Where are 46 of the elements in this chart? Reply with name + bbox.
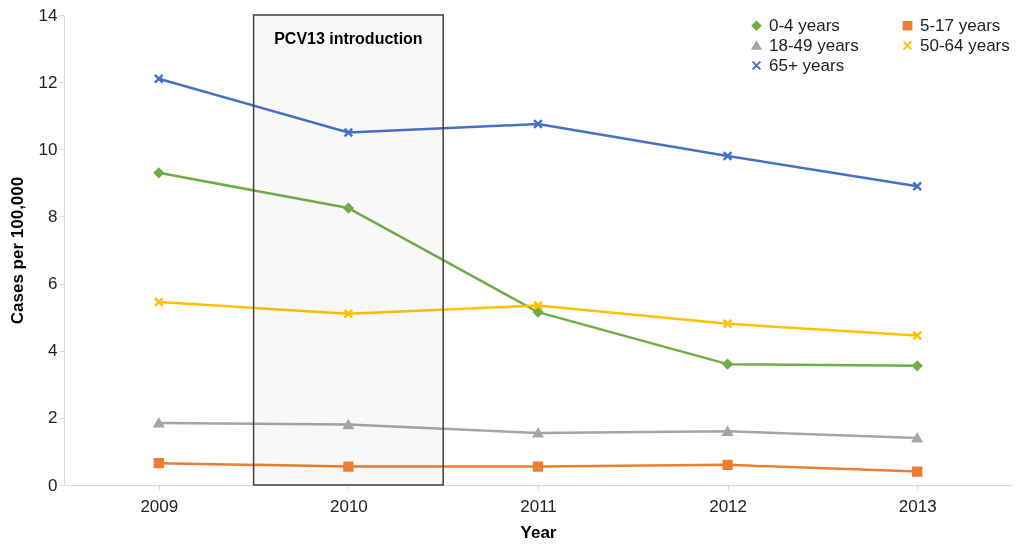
legend-label: 0-4 years <box>769 15 840 35</box>
point <box>343 127 354 138</box>
point <box>912 360 923 371</box>
x-tick-label: 2011 <box>520 496 557 516</box>
x-tick-label: 2010 <box>329 496 368 516</box>
point <box>532 300 544 311</box>
legend-label: 5-17 years <box>920 15 1001 35</box>
point <box>532 306 544 318</box>
point <box>532 118 544 130</box>
y-tick-label: 4 <box>48 341 58 361</box>
y-axis-title: Cases per 100,000 <box>7 176 27 325</box>
y-tick-label: 8 <box>48 206 58 226</box>
x-tick-label: 2012 <box>709 496 748 516</box>
point <box>153 296 164 308</box>
point <box>343 419 354 430</box>
point <box>153 73 164 84</box>
y-tick-label: 2 <box>48 408 58 428</box>
point <box>912 433 923 443</box>
legend-label: 18-49 years <box>769 35 859 55</box>
point <box>532 428 544 438</box>
point <box>912 330 923 341</box>
point <box>343 461 354 472</box>
band-label: PCV13 introduction <box>274 30 423 47</box>
point <box>722 426 733 436</box>
x-tick-label: 2009 <box>140 496 179 516</box>
point <box>912 466 923 477</box>
y-tick-label: 0 <box>48 475 58 495</box>
legend-label: 65+ years <box>769 55 845 75</box>
point <box>912 181 923 192</box>
point <box>343 202 354 214</box>
point <box>722 150 733 162</box>
x-tick-label: 2013 <box>898 496 937 516</box>
point <box>532 461 544 472</box>
point <box>722 459 733 470</box>
point <box>153 418 164 428</box>
y-tick-label: 14 <box>38 5 58 25</box>
point <box>153 458 164 469</box>
y-tick-label: 10 <box>38 139 58 159</box>
x-axis-title: Year <box>520 522 557 542</box>
point <box>722 359 733 370</box>
point <box>153 167 164 178</box>
legend-label: 50-64 years <box>920 35 1010 55</box>
point <box>343 308 354 319</box>
point <box>722 318 733 329</box>
y-tick-label: 12 <box>38 72 58 92</box>
y-tick-label: 6 <box>48 274 58 294</box>
